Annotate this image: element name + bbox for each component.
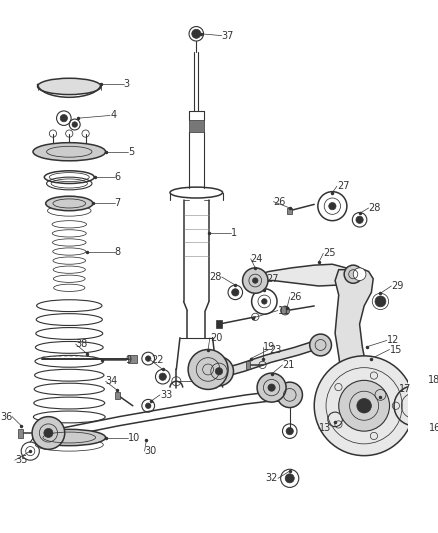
Polygon shape (216, 320, 222, 328)
Circle shape (353, 268, 366, 280)
Circle shape (314, 356, 414, 456)
Text: 36: 36 (0, 411, 12, 422)
Text: 32: 32 (265, 473, 278, 483)
Polygon shape (128, 355, 138, 363)
Text: 38: 38 (76, 339, 88, 349)
Text: 1: 1 (231, 228, 237, 238)
Circle shape (192, 29, 201, 38)
Text: 27: 27 (266, 274, 279, 284)
Text: 9: 9 (126, 356, 132, 366)
Text: 22: 22 (151, 356, 163, 366)
Circle shape (32, 417, 65, 449)
Circle shape (188, 350, 228, 390)
Text: 37: 37 (222, 30, 234, 41)
Text: 10: 10 (128, 432, 141, 442)
Circle shape (344, 265, 362, 283)
Text: 4: 4 (110, 110, 116, 120)
Text: 28: 28 (369, 203, 381, 213)
Text: 17: 17 (399, 384, 411, 394)
Polygon shape (189, 120, 204, 132)
Text: 19: 19 (262, 342, 275, 352)
Circle shape (281, 306, 290, 315)
Polygon shape (287, 208, 293, 214)
Text: 11: 11 (278, 305, 290, 316)
Text: 35: 35 (15, 455, 27, 465)
Circle shape (232, 289, 239, 296)
Circle shape (44, 429, 53, 438)
Text: 12: 12 (387, 335, 399, 345)
Circle shape (261, 298, 267, 304)
Ellipse shape (33, 143, 106, 161)
Text: 27: 27 (337, 181, 350, 191)
Circle shape (286, 427, 293, 435)
Circle shape (159, 373, 166, 381)
Text: 26: 26 (290, 292, 302, 302)
Text: 28: 28 (209, 272, 222, 282)
Ellipse shape (38, 78, 101, 94)
Circle shape (253, 278, 258, 283)
Circle shape (145, 356, 151, 361)
Circle shape (285, 474, 294, 483)
Polygon shape (219, 340, 319, 378)
Polygon shape (115, 392, 120, 399)
Text: 3: 3 (124, 79, 130, 88)
Circle shape (329, 203, 336, 210)
Text: 30: 30 (145, 446, 157, 456)
Text: 6: 6 (115, 172, 121, 182)
Circle shape (268, 384, 275, 391)
Circle shape (145, 403, 151, 408)
Text: 33: 33 (160, 390, 172, 400)
Text: 13: 13 (319, 423, 331, 433)
Text: 20: 20 (210, 333, 222, 343)
Polygon shape (251, 264, 355, 286)
Text: 8: 8 (115, 247, 121, 256)
Text: 5: 5 (128, 147, 134, 157)
Circle shape (257, 373, 286, 402)
Text: 16: 16 (429, 423, 438, 433)
Text: 26: 26 (273, 197, 286, 207)
Text: 21: 21 (283, 360, 295, 370)
Circle shape (205, 357, 233, 386)
Circle shape (357, 399, 371, 413)
Text: 29: 29 (391, 281, 404, 291)
Circle shape (310, 334, 332, 356)
Text: 7: 7 (115, 198, 121, 208)
Text: 24: 24 (251, 254, 263, 264)
Circle shape (356, 216, 363, 223)
Ellipse shape (46, 196, 93, 211)
Circle shape (60, 115, 67, 122)
Polygon shape (246, 361, 250, 369)
Ellipse shape (33, 430, 106, 446)
Circle shape (339, 381, 389, 431)
Circle shape (72, 122, 78, 127)
Text: 34: 34 (106, 376, 118, 386)
Circle shape (375, 296, 386, 307)
Text: 15: 15 (389, 344, 402, 354)
Circle shape (277, 382, 302, 408)
Circle shape (243, 268, 268, 293)
Polygon shape (18, 430, 23, 438)
Polygon shape (319, 268, 373, 431)
Circle shape (215, 368, 223, 375)
Text: 18: 18 (427, 375, 438, 385)
Text: 25: 25 (323, 248, 336, 259)
Text: 23: 23 (269, 344, 281, 354)
